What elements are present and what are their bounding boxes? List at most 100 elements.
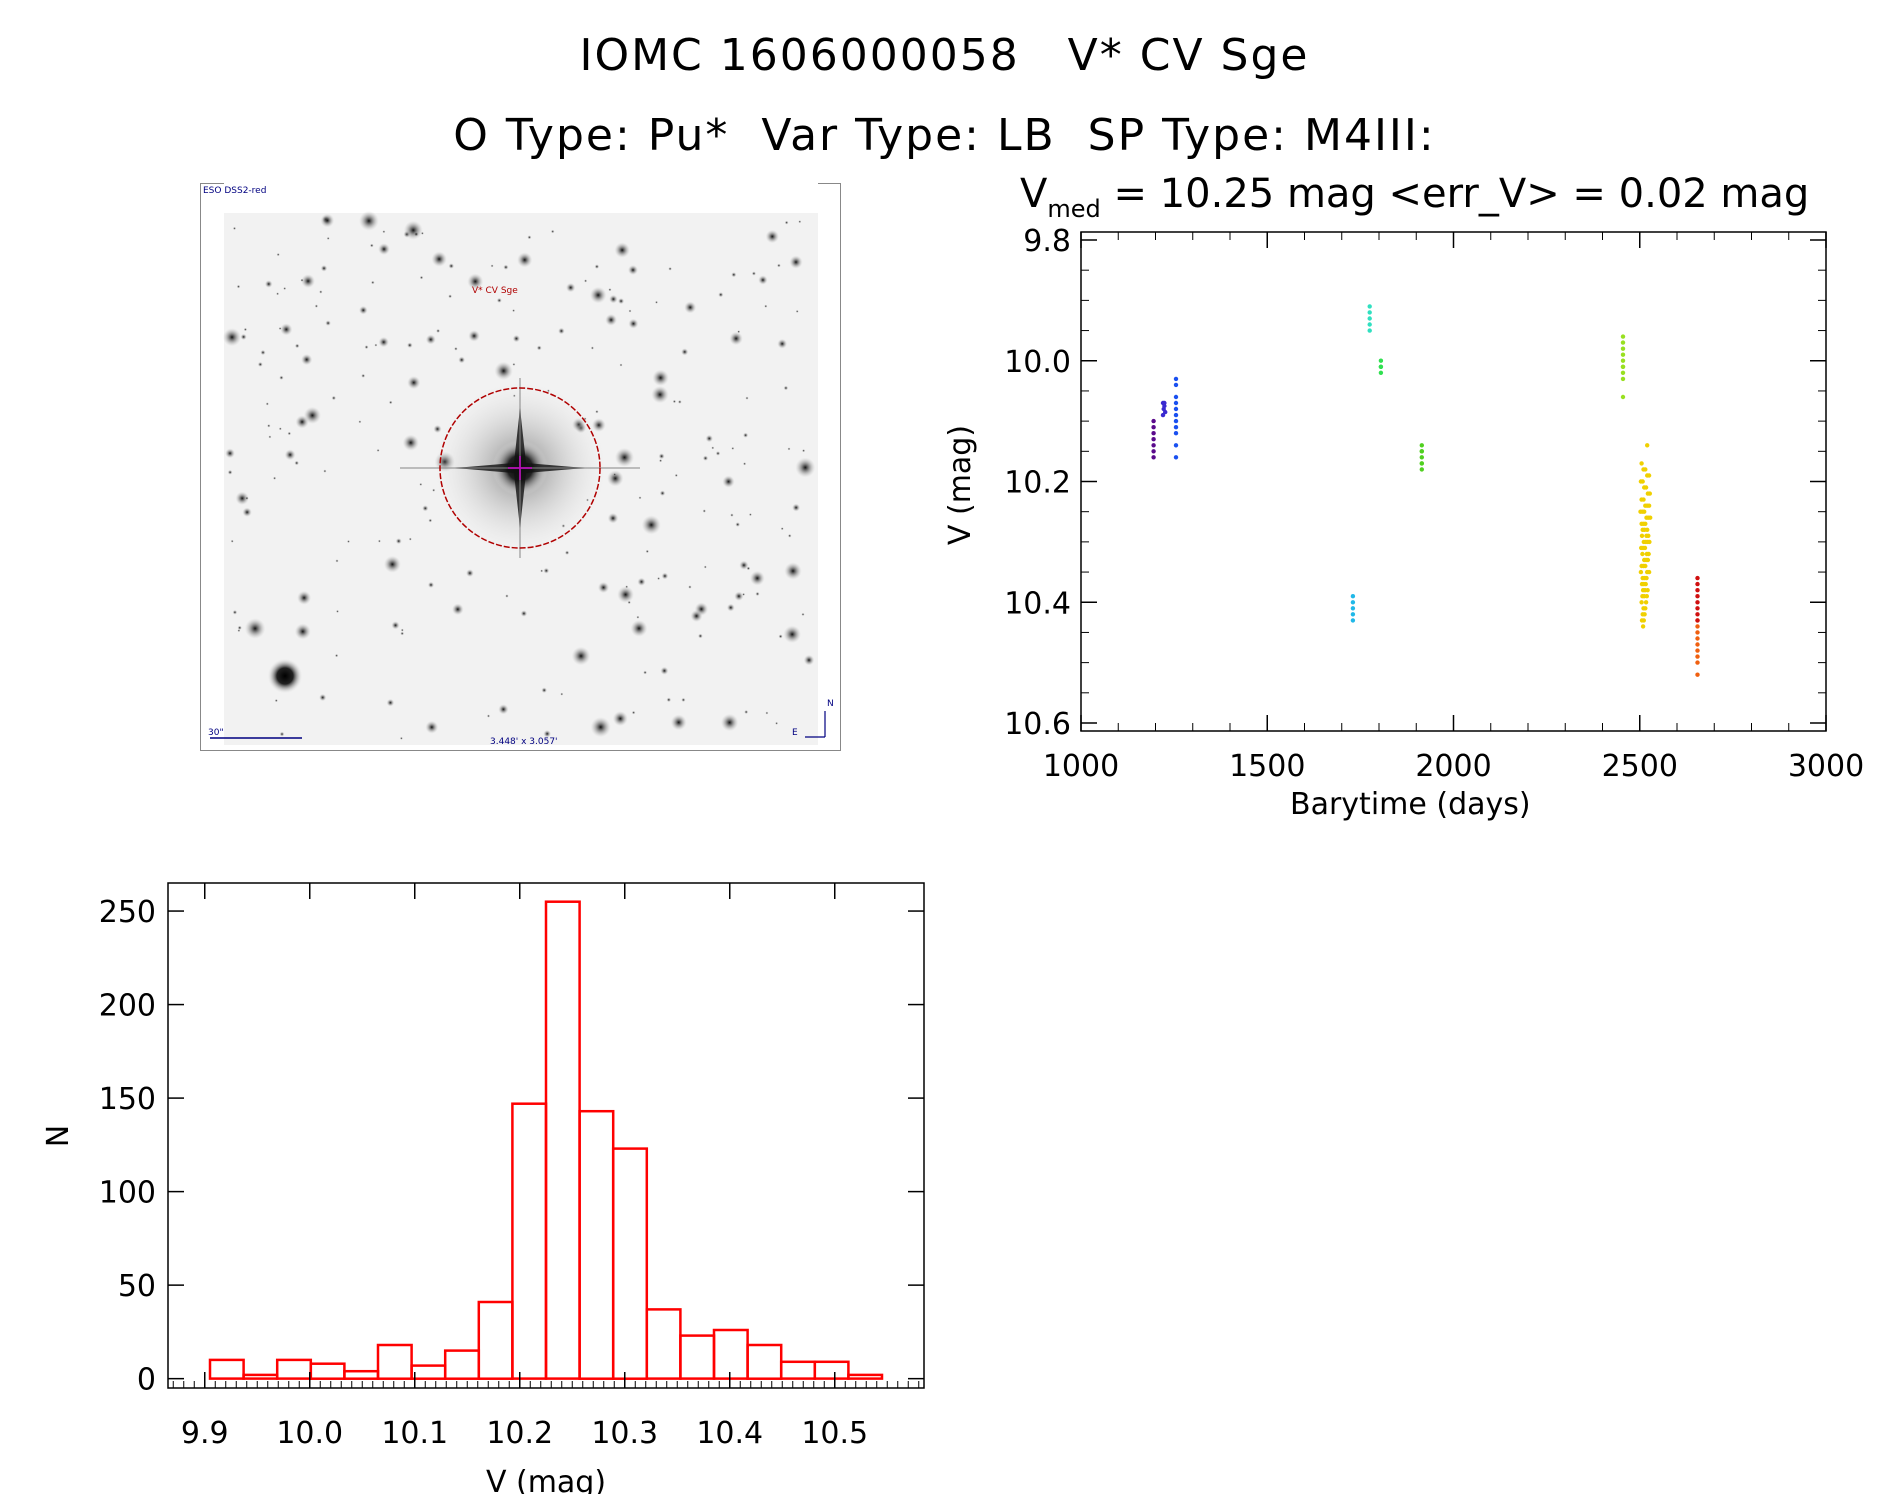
field-star <box>643 670 647 675</box>
lc-point <box>1695 575 1700 581</box>
field-star <box>388 400 393 405</box>
field-star <box>731 272 737 278</box>
field-star <box>657 577 661 580</box>
field-star <box>374 343 378 347</box>
field-star <box>726 603 735 612</box>
field-star <box>737 330 741 334</box>
lc-point <box>1647 539 1652 545</box>
field-star <box>403 220 423 240</box>
field-star <box>566 282 576 293</box>
field-star <box>734 591 744 601</box>
lc-point <box>1643 521 1648 526</box>
field-star <box>517 252 533 268</box>
field-star <box>496 297 502 303</box>
field-star <box>235 491 249 505</box>
lc-point <box>1643 485 1649 490</box>
lc-point <box>1645 473 1650 478</box>
field-star <box>661 572 669 580</box>
field-star <box>630 620 648 637</box>
lc-point <box>1173 418 1179 424</box>
field-star <box>276 253 280 257</box>
histogram-bar <box>578 1109 615 1380</box>
lc-point <box>1695 588 1700 593</box>
field-star <box>705 434 713 443</box>
field-star <box>279 731 285 737</box>
histogram-ylabel: N <box>41 1125 76 1147</box>
field-star <box>540 569 544 573</box>
field-star <box>628 265 638 275</box>
field-star <box>347 540 350 543</box>
lc-point <box>1643 467 1648 472</box>
lc-point <box>1695 636 1700 641</box>
field-stars <box>222 211 816 740</box>
lc-point <box>1367 310 1372 315</box>
lc-point <box>1642 588 1648 593</box>
field-star <box>784 562 802 580</box>
lc-ytick-label: 10.4 <box>1004 586 1071 621</box>
histogram-bar <box>309 1362 346 1380</box>
lc-point <box>1151 437 1156 442</box>
field-star <box>512 334 521 343</box>
lc-point <box>1161 406 1166 412</box>
field-star <box>638 496 642 500</box>
lc-point <box>1644 551 1650 557</box>
field-star <box>743 432 749 438</box>
field-star <box>536 345 542 351</box>
field-star <box>361 373 366 378</box>
field-star <box>448 294 452 299</box>
field-star <box>395 538 402 545</box>
lc-point <box>1350 618 1356 623</box>
lc-point <box>1645 588 1650 593</box>
field-star <box>614 242 630 258</box>
field-star <box>297 590 312 605</box>
field-star <box>244 618 266 639</box>
lc-point <box>1620 358 1626 363</box>
lc-point <box>1620 346 1626 351</box>
lc-point <box>1640 479 1645 484</box>
field-star <box>787 534 792 538</box>
field-star <box>458 356 466 364</box>
field-star <box>303 406 321 424</box>
lc-point <box>1419 449 1425 454</box>
field-star <box>227 469 233 475</box>
field-star <box>274 699 278 703</box>
lc-point <box>1695 630 1700 635</box>
east-label: E <box>792 728 798 738</box>
lc-point <box>1643 539 1648 545</box>
lc-point <box>1638 509 1643 514</box>
lc-point <box>1644 533 1649 538</box>
lc-point <box>1645 557 1651 563</box>
lc-point <box>1645 539 1650 545</box>
lc-point <box>1641 606 1646 611</box>
finder-chart-image: ESO DSS2-red V* CV Sge 30" 3.448' x 3.05… <box>200 183 841 751</box>
lc-point <box>1620 334 1626 339</box>
histogram-bar <box>712 1328 749 1380</box>
field-star <box>795 457 816 478</box>
field-star <box>527 235 532 240</box>
lc-point <box>1151 443 1156 448</box>
field-star <box>486 714 491 718</box>
lc-point <box>1640 545 1646 551</box>
field-star <box>400 631 405 636</box>
field-star <box>452 603 464 616</box>
lc-point <box>1173 382 1179 388</box>
field-star <box>334 653 339 658</box>
field-star <box>783 385 789 391</box>
lc-point <box>1620 370 1626 375</box>
field-star <box>730 513 734 517</box>
field-star <box>294 460 299 466</box>
hist-xtick-label: 10.0 <box>276 1416 343 1451</box>
lc-point <box>1419 461 1425 466</box>
lc-point <box>1695 612 1700 617</box>
lc-point <box>1173 406 1179 412</box>
lc-point <box>1641 497 1646 502</box>
lc-point <box>1643 600 1649 605</box>
field-star <box>751 271 757 276</box>
field-star <box>323 469 327 473</box>
field-star <box>765 229 779 244</box>
histogram-bar <box>645 1308 682 1380</box>
lc-point <box>1640 594 1645 599</box>
field-star <box>550 229 555 234</box>
lc-point <box>1640 612 1645 617</box>
field-star <box>383 555 401 573</box>
